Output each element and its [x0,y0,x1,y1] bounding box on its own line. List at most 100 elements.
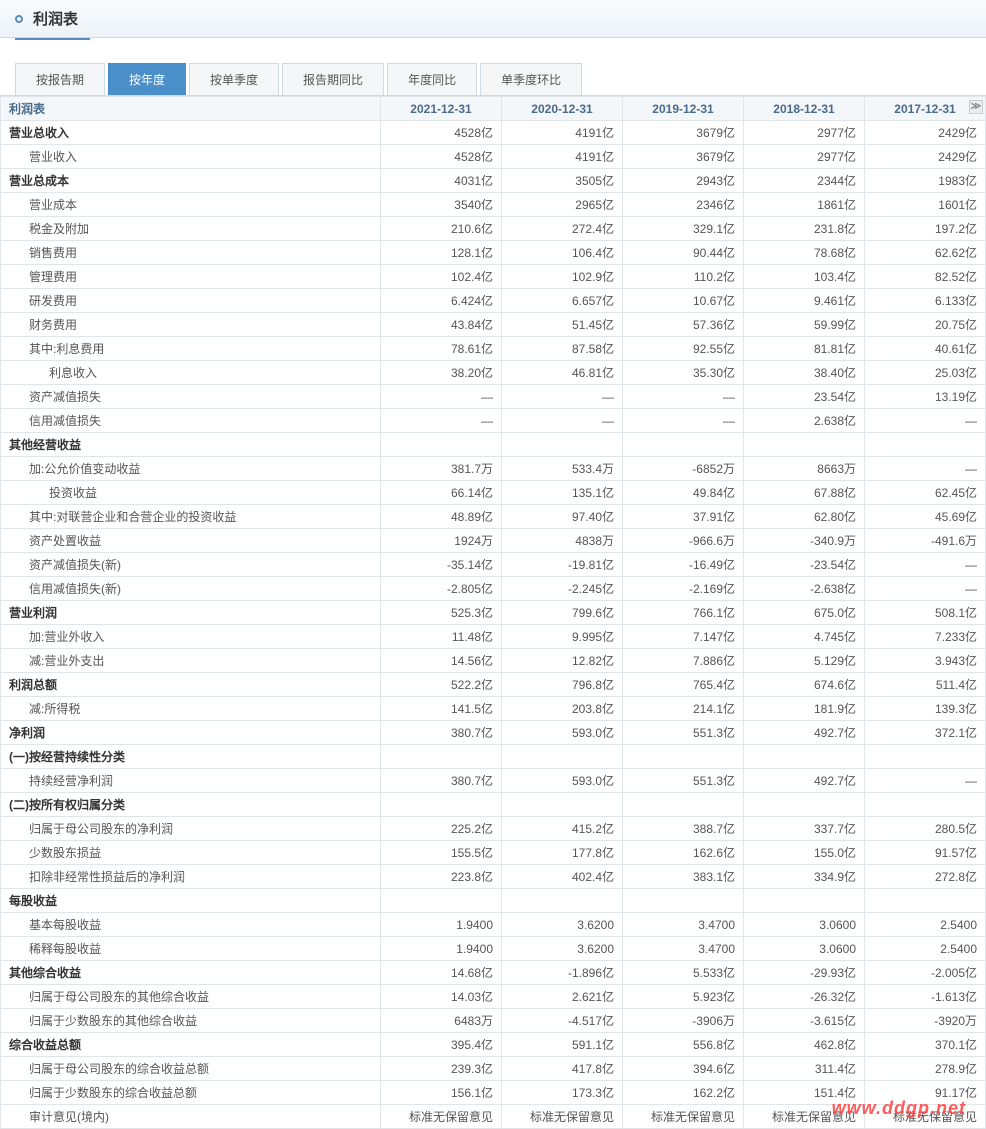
cell: 14.68亿 [381,961,502,985]
row-label: 信用减值损失 [1,409,381,433]
cell: 4528亿 [381,145,502,169]
row-label: 加:公允价值变动收益 [1,457,381,481]
cell [623,745,744,769]
table-row: 资产减值损失(新)-35.14亿-19.81亿-16.49亿-23.54亿— [1,553,986,577]
tab-1[interactable]: 按年度 [108,63,186,95]
table-row: 归属于母公司股东的其他综合收益14.03亿2.621亿5.923亿-26.32亿… [1,985,986,1009]
cell: 7.233亿 [865,625,986,649]
cell: 4191亿 [502,121,623,145]
cell: 102.9亿 [502,265,623,289]
row-label: 营业成本 [1,193,381,217]
cell: -26.32亿 [744,985,865,1009]
table-row: 归属于母公司股东的综合收益总额239.3亿417.8亿394.6亿311.4亿2… [1,1057,986,1081]
cell: 5.533亿 [623,961,744,985]
cell: 10.67亿 [623,289,744,313]
cell: 674.6亿 [744,673,865,697]
cell: 4031亿 [381,169,502,193]
table-row: 信用减值损失(新)-2.805亿-2.245亿-2.169亿-2.638亿— [1,577,986,601]
cell: 766.1亿 [623,601,744,625]
cell: 82.52亿 [865,265,986,289]
row-label: 营业总成本 [1,169,381,193]
row-label: 归属于母公司股东的综合收益总额 [1,1057,381,1081]
cell: 2.638亿 [744,409,865,433]
cell [381,433,502,457]
table-row: 税金及附加210.6亿272.4亿329.1亿231.8亿197.2亿 [1,217,986,241]
cell: 3679亿 [623,121,744,145]
cell: 67.88亿 [744,481,865,505]
row-label: 研发费用 [1,289,381,313]
cell [865,433,986,457]
cell: -1.896亿 [502,961,623,985]
income-table-wrap: 利润表2021-12-312020-12-312019-12-312018-12… [0,96,986,1129]
tab-3[interactable]: 报告期同比 [282,63,384,95]
cell [865,793,986,817]
cell: 1861亿 [744,193,865,217]
table-row: 综合收益总额395.4亿591.1亿556.8亿462.8亿370.1亿 [1,1033,986,1057]
cell: 492.7亿 [744,769,865,793]
cell: -2.245亿 [502,577,623,601]
cell: 173.3亿 [502,1081,623,1105]
cell: 2346亿 [623,193,744,217]
cell: 81.81亿 [744,337,865,361]
cell: 128.1亿 [381,241,502,265]
cell: — [502,385,623,409]
cell: 162.2亿 [623,1081,744,1105]
tab-2[interactable]: 按单季度 [189,63,279,95]
row-label: 净利润 [1,721,381,745]
table-row: 资产减值损失———23.54亿13.19亿 [1,385,986,409]
tab-5[interactable]: 单季度环比 [480,63,582,95]
cell: -23.54亿 [744,553,865,577]
cell [744,433,865,457]
row-label: 持续经营净利润 [1,769,381,793]
row-label: 资产处置收益 [1,529,381,553]
cell: -2.805亿 [381,577,502,601]
table-row: 利润总额522.2亿796.8亿765.4亿674.6亿511.4亿 [1,673,986,697]
cell: 12.82亿 [502,649,623,673]
cell: 7.147亿 [623,625,744,649]
cell: 14.03亿 [381,985,502,1009]
cell: -491.6万 [865,529,986,553]
row-label: 其中:对联营企业和合营企业的投资收益 [1,505,381,529]
table-row: (二)按所有权归属分类 [1,793,986,817]
cell: -3906万 [623,1009,744,1033]
cell: 155.5亿 [381,841,502,865]
row-label: 稀释每股收益 [1,937,381,961]
col-header-label: 利润表 [1,97,381,121]
cell: 593.0亿 [502,769,623,793]
cell: 25.03亿 [865,361,986,385]
row-label: 投资收益 [1,481,381,505]
row-label: 少数股东损益 [1,841,381,865]
row-label: 其中:利息费用 [1,337,381,361]
tab-4[interactable]: 年度同比 [387,63,477,95]
cell: 181.9亿 [744,697,865,721]
cell: 23.54亿 [744,385,865,409]
cell: -2.638亿 [744,577,865,601]
cell: 4191亿 [502,145,623,169]
cell: 511.4亿 [865,673,986,697]
cell [502,745,623,769]
cell: 97.40亿 [502,505,623,529]
title-underline [15,38,90,40]
cell: 551.3亿 [623,721,744,745]
table-row: 投资收益66.14亿135.1亿49.84亿67.88亿62.45亿 [1,481,986,505]
cell: 11.48亿 [381,625,502,649]
cell: -966.6万 [623,529,744,553]
cell [623,793,744,817]
cell: 2977亿 [744,145,865,169]
cell: 3.6200 [502,913,623,937]
tab-0[interactable]: 按报告期 [15,63,105,95]
cell: 87.58亿 [502,337,623,361]
cell: -4.517亿 [502,1009,623,1033]
cell [502,433,623,457]
cell: 394.6亿 [623,1057,744,1081]
table-row: (一)按经营持续性分类 [1,745,986,769]
scroll-right-icon[interactable]: ≫ [969,100,983,114]
cell: 311.4亿 [744,1057,865,1081]
cell: 223.8亿 [381,865,502,889]
cell: 6.657亿 [502,289,623,313]
cell: 4838万 [502,529,623,553]
cell [744,745,865,769]
cell: 370.1亿 [865,1033,986,1057]
cell: 334.9亿 [744,865,865,889]
row-label: 资产减值损失 [1,385,381,409]
